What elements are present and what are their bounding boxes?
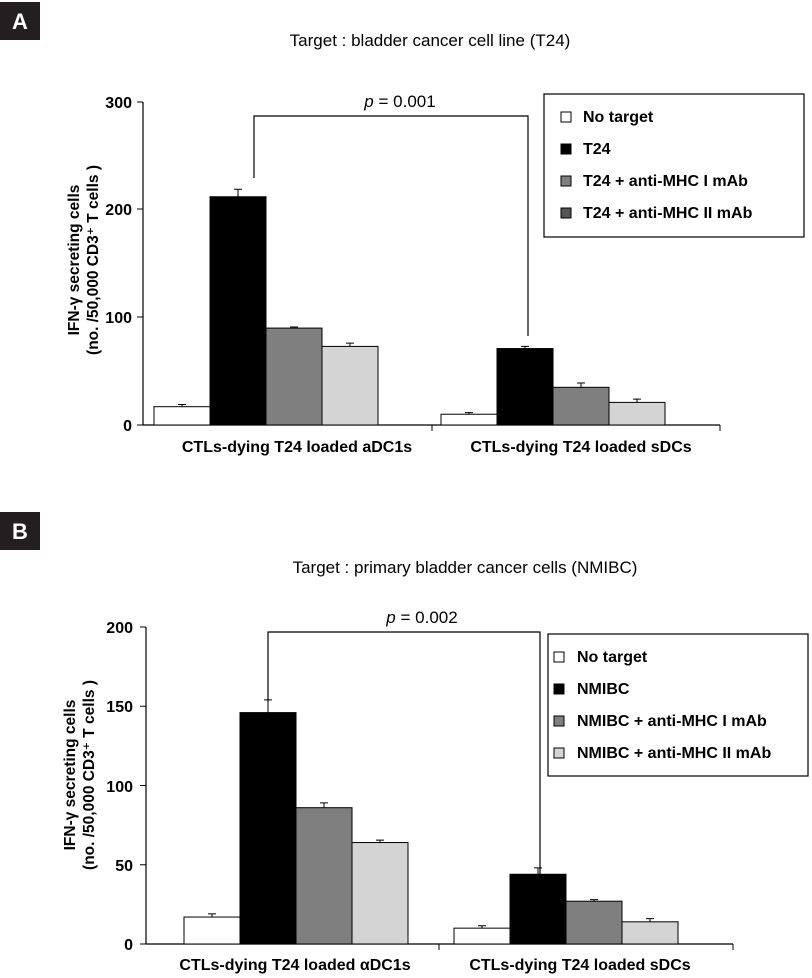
panel-b-category-label: CTLs-dying T24 loaded sDCs xyxy=(469,957,690,974)
panel-a-bar-1-3 xyxy=(265,327,323,426)
panel-a-bar-2-1 xyxy=(440,413,498,426)
panel-b-significance-bracket xyxy=(267,631,541,880)
panel-a-significance-bracket xyxy=(253,115,529,336)
panel-a-label-box xyxy=(0,2,40,40)
panel-a-category-label: CTLs-dying T24 loaded aDC1s xyxy=(182,439,412,456)
panel-a-legend-label-mhc-i: T24 + anti-MHC I mAb xyxy=(583,173,748,190)
panel-a: A Target : bladder cancer cell line (T24… xyxy=(0,2,805,456)
panel-a-bar-2-2 xyxy=(496,348,554,426)
panel-b-bar-2-2 xyxy=(509,873,567,945)
panel-b-bar-2-4 xyxy=(621,921,679,945)
panel-a-bar-1-1 xyxy=(153,406,211,426)
panel-a-y-tick-label: 0 xyxy=(123,418,132,435)
panel-b-ylabel-line2: (no. /50,000 CD3⁺ T cells ) xyxy=(81,680,98,870)
panel-a-bar-1-4 xyxy=(321,345,379,426)
panel-a-error-bar-2-1 xyxy=(465,412,473,415)
panel-b-bar-1-3 xyxy=(295,807,353,945)
panel-b-label: B xyxy=(12,519,28,544)
panel-b-y-tick-label: 150 xyxy=(106,699,133,716)
panel-a-error-bar-1-4 xyxy=(346,342,354,347)
panel-b-category-label: CTLs-dying T24 loaded αDC1s xyxy=(179,957,410,974)
panel-a-legend-frame xyxy=(543,93,805,238)
panel-b-error-bar-2-4 xyxy=(646,918,654,922)
panel-a-legend-label-no-target: No target xyxy=(583,109,654,126)
panel-a-bar-2-4 xyxy=(608,401,666,426)
panel-a-error-bar-1-3 xyxy=(290,326,298,329)
panel-b-y-tick-label: 50 xyxy=(115,858,133,875)
panel-b-legend-swatch-mhc-ii xyxy=(553,747,565,759)
panel-b-y-tick-label: 100 xyxy=(106,779,133,796)
panel-a-bar-1-2 xyxy=(209,196,267,426)
panel-b-error-bar-2-3 xyxy=(590,899,598,902)
panel-b-error-bar-1-1 xyxy=(208,913,216,918)
panel-a-title: Target : bladder cancer cell line (T24) xyxy=(290,31,571,50)
panel-b-legend-swatch-no-target xyxy=(553,651,565,663)
panel-a-legend-label-t24: T24 xyxy=(583,141,611,158)
panel-a-category-label: CTLs-dying T24 loaded sDCs xyxy=(470,439,691,456)
panel-b-bar-2-1 xyxy=(453,927,511,945)
panel-b-legend-label-mhc-i: NMIBC + anti-MHC I mAb xyxy=(577,713,767,730)
panel-a-legend-swatch-no-target xyxy=(560,111,572,123)
panel-a-error-bar-1-2 xyxy=(234,188,242,197)
panel-a-error-bar-2-4 xyxy=(633,398,641,403)
panel-b-error-bar-2-1 xyxy=(478,925,486,929)
panel-b-error-bar-1-3 xyxy=(320,802,328,808)
panel-a-y-tick-label: 100 xyxy=(105,310,132,327)
panel-a-y-tick-label: 300 xyxy=(105,95,132,112)
panel-a-error-bar-2-3 xyxy=(577,382,585,388)
panel-b-legend-label-mhc-ii: NMIBC + anti-MHC II mAb xyxy=(577,745,771,762)
panel-a-bar-2-3 xyxy=(552,386,610,426)
panel-a-legend: No target T24 T24 + anti-MHC I mAb T24 +… xyxy=(543,93,805,238)
panel-b-legend-swatch-mhc-i xyxy=(553,715,565,727)
panel-b-label-box xyxy=(0,512,40,550)
panel-a-y-tick-label: 200 xyxy=(105,202,132,219)
panel-a-ylabel-line1: IFN-γ secreting cells xyxy=(66,185,83,336)
panel-a-error-bar-2-2 xyxy=(521,345,529,349)
panel-a-label: A xyxy=(12,9,28,34)
panel-a-error-bar-1-1 xyxy=(178,404,186,407)
panel-a-p-value: p = 0.001 xyxy=(363,92,435,111)
panel-a-bars xyxy=(153,188,666,426)
panel-b-y-tick-label: 200 xyxy=(106,620,133,637)
panel-b-bar-1-2 xyxy=(239,712,297,945)
panel-a-legend-swatch-t24 xyxy=(560,143,572,155)
panel-a-ylabel-line2: (no. /50,000 CD3⁺ T cells ) xyxy=(85,165,102,355)
panel-a-legend-label-mhc-ii: T24 + anti-MHC II mAb xyxy=(583,205,753,222)
panel-b-ylabel-line1: IFN-γ secreting cells xyxy=(62,700,79,851)
panel-b-error-bar-1-4 xyxy=(376,839,384,843)
panel-b-bar-1-4 xyxy=(351,842,409,945)
panel-b-legend-label-no-target: No target xyxy=(577,649,648,666)
panel-b-title: Target : primary bladder cancer cells (N… xyxy=(293,558,638,577)
panel-b-legend-frame xyxy=(547,633,809,777)
panel-b-y-tick-label: 0 xyxy=(124,937,133,954)
panel-b-bar-1-1 xyxy=(183,916,241,945)
panel-b-legend: No target NMIBC NMIBC + anti-MHC I mAb N… xyxy=(547,633,809,777)
panel-b-p-value: p = 0.002 xyxy=(385,608,457,627)
panel-b: B Target : primary bladder cancer cells … xyxy=(0,512,809,974)
panel-b-bar-2-3 xyxy=(565,900,623,945)
panel-b-bars xyxy=(183,699,679,945)
panel-b-legend-swatch-nmibc xyxy=(553,683,565,695)
panel-b-error-bar-2-2 xyxy=(534,867,542,875)
panel-a-legend-swatch-mhc-i xyxy=(560,175,572,187)
panel-a-legend-swatch-mhc-ii xyxy=(560,207,572,219)
panel-b-legend-label-nmibc: NMIBC xyxy=(577,681,630,698)
